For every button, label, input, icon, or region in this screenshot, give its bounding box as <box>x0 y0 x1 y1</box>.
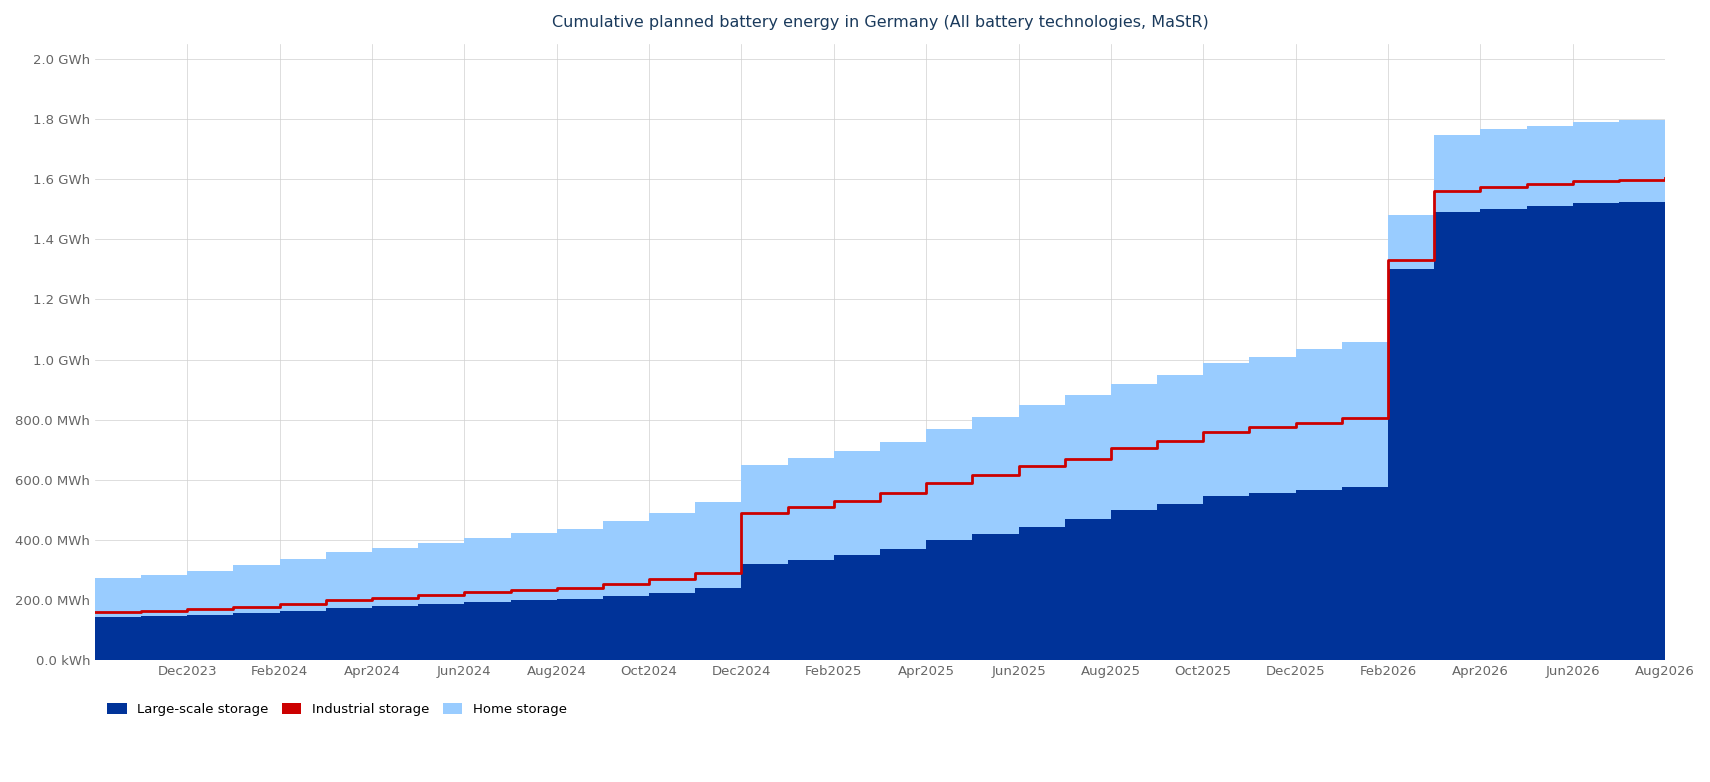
Title: Cumulative planned battery energy in Germany (All battery technologies, MaStR): Cumulative planned battery energy in Ger… <box>552 15 1209 30</box>
Legend: Large-scale storage, Industrial storage, Home storage: Large-scale storage, Industrial storage,… <box>101 698 573 722</box>
